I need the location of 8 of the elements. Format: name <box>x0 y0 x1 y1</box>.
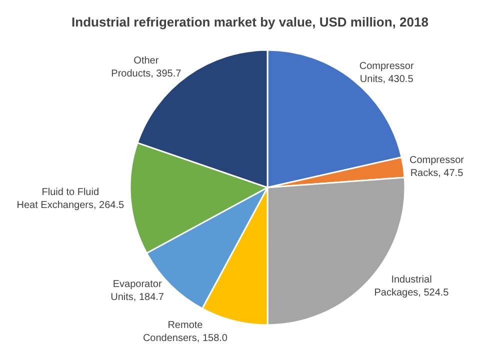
slice-label: Compressor Racks, 47.5 <box>410 155 465 180</box>
slice-label: Remote Condensers, 158.0 <box>142 320 228 344</box>
slice-label: Evaporator Units, 184.7 <box>110 278 164 303</box>
chart-title: Industrial refrigeration market by value, USD million, 2018 <box>72 14 428 30</box>
slice-label: Fluid to Fluid Heat Exchangers, 264.5 <box>16 187 124 212</box>
slice-label: Compressor Units, 430.5 <box>359 60 414 85</box>
slice-label: Industrial Packages, 524.5 <box>374 274 450 299</box>
slice-label: Other Products, 395.7 <box>111 56 182 80</box>
